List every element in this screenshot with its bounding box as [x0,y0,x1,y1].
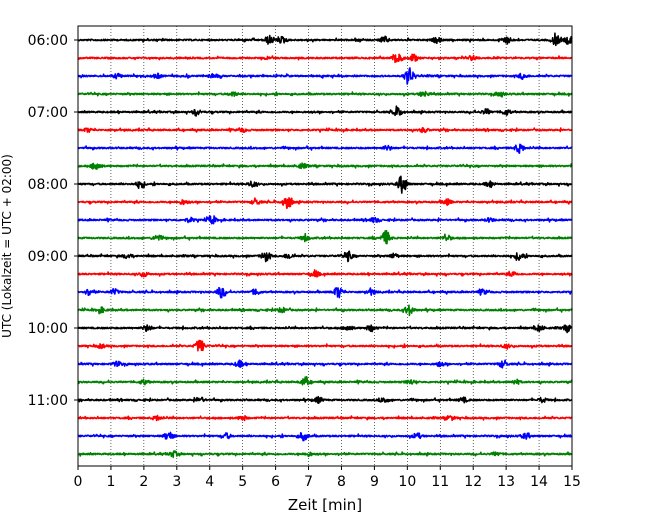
trace-1015 [77,339,573,352]
x-tick-label-12: 12 [464,474,482,490]
x-tick-label-15: 15 [563,474,581,490]
traces-layer [77,32,573,459]
trace-1030 [77,359,573,369]
trace-0615 [77,53,573,64]
x-tick-label-0: 0 [74,474,83,490]
x-tick-label-11: 11 [431,474,449,490]
y-tick-label-0700: 07:00 [28,105,68,121]
x-axis-label: Zeit [min] [288,496,362,514]
y-tick-label-1100: 11:00 [28,393,68,409]
x-tick-label-2: 2 [139,474,148,490]
y-tick-label-0900: 09:00 [28,249,68,265]
x-tick-label-6: 6 [271,474,280,490]
trace-0700 [77,105,573,117]
y-axis: 06:00 07:00 08:00 09:00 10:00 11:00 [28,33,78,409]
y-tick-label-0600: 06:00 [28,33,68,49]
x-tick-label-14: 14 [530,474,548,490]
y-axis-label: UTC (Lokalzeit = UTC + 02:00) [0,154,14,338]
trace-0845 [77,229,573,245]
x-tick-label-13: 13 [497,474,515,490]
x-tick-label-8: 8 [337,474,346,490]
trace-0600 [77,32,573,47]
x-tick-label-10: 10 [398,474,416,490]
trace-0645 [77,90,573,98]
trace-0930 [77,286,573,299]
trace-0830 [77,215,573,225]
grid-layer [110,26,540,466]
x-tick-label-7: 7 [304,474,313,490]
trace-1045 [77,376,573,386]
x-tick-label-9: 9 [370,474,379,490]
x-axis: 0 1 2 3 4 5 6 7 8 9 10 11 12 13 14 15 [74,466,581,490]
trace-1145 [77,450,573,459]
trace-0630 [77,67,573,85]
trace-1130 [77,431,573,442]
trace-0800 [77,175,573,194]
x-tick-label-5: 5 [238,474,247,490]
trace-0900 [77,250,573,263]
y-tick-label-0800: 08:00 [28,177,68,193]
trace-1000 [77,324,573,334]
plot-frame [77,25,573,467]
x-tick-label-3: 3 [172,474,181,490]
trace-1115 [77,414,573,422]
x-tick-label-1: 1 [106,474,115,490]
trace-0715 [77,126,573,134]
trace-0730 [77,143,573,154]
x-tick-label-4: 4 [205,474,214,490]
trace-0945 [77,304,573,317]
trace-0915 [77,269,573,278]
trace-0745 [77,162,573,170]
y-tick-label-1000: 10:00 [28,321,68,337]
trace-0815 [77,197,573,210]
trace-1100 [77,395,573,405]
